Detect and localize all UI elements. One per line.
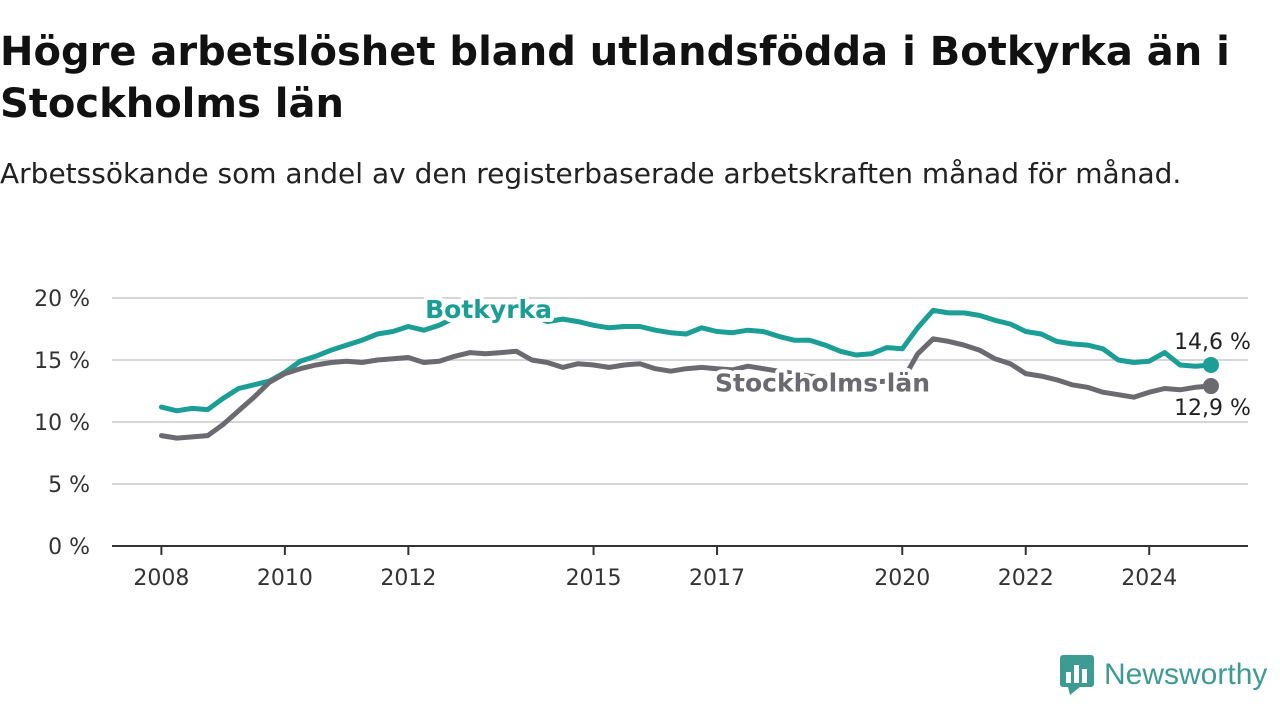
series-labels: 14,6 % 12,9 % Botkyrka Stockholms län bbox=[421, 291, 1254, 424]
y-tick-label: 5 % bbox=[48, 473, 90, 498]
series-end-label-1: 12,9 % bbox=[1174, 396, 1251, 421]
brand-name: Newsworthy bbox=[1104, 658, 1268, 691]
newsworthy-logo-icon bbox=[1060, 655, 1094, 695]
x-axis: 2008 2010 2012 2015 2017 2020 2022 2024 bbox=[112, 545, 1248, 591]
series-end-point-1 bbox=[1202, 378, 1219, 395]
x-tick-label: 2015 bbox=[566, 566, 622, 591]
chart-subtitle: Arbetssökande som andel av den registerb… bbox=[0, 157, 1182, 190]
x-tick-label: 2008 bbox=[133, 566, 189, 591]
series-end-point-0 bbox=[1202, 356, 1219, 373]
y-axis: 0 % 5 % 10 % 15 % 20 % bbox=[34, 287, 90, 560]
x-tick-label: 2022 bbox=[998, 566, 1054, 591]
y-tick-label: 0 % bbox=[48, 535, 90, 560]
x-tick-label: 2020 bbox=[874, 566, 930, 591]
x-tick-label: 2017 bbox=[689, 566, 745, 591]
x-tick-label: 2012 bbox=[380, 566, 436, 591]
brand-logo: Newsworthy bbox=[1060, 655, 1267, 695]
y-tick-label: 20 % bbox=[34, 287, 90, 312]
series-name-label-0: Botkyrka bbox=[425, 295, 552, 324]
x-tick-label: 2010 bbox=[257, 566, 313, 591]
chart-title: Högre arbetslöshet bland utlandsfödda i … bbox=[0, 29, 1230, 127]
series-end-label-0: 14,6 % bbox=[1174, 330, 1251, 355]
grid-lines bbox=[112, 297, 1248, 485]
series-lines bbox=[158, 305, 1219, 441]
y-tick-label: 10 % bbox=[34, 411, 90, 436]
series-name-label-1: Stockholms län bbox=[715, 368, 930, 397]
series-line-1 bbox=[158, 336, 1214, 441]
series-line-0 bbox=[158, 305, 1214, 414]
x-tick-label: 2024 bbox=[1121, 566, 1177, 591]
y-tick-label: 15 % bbox=[34, 349, 90, 374]
